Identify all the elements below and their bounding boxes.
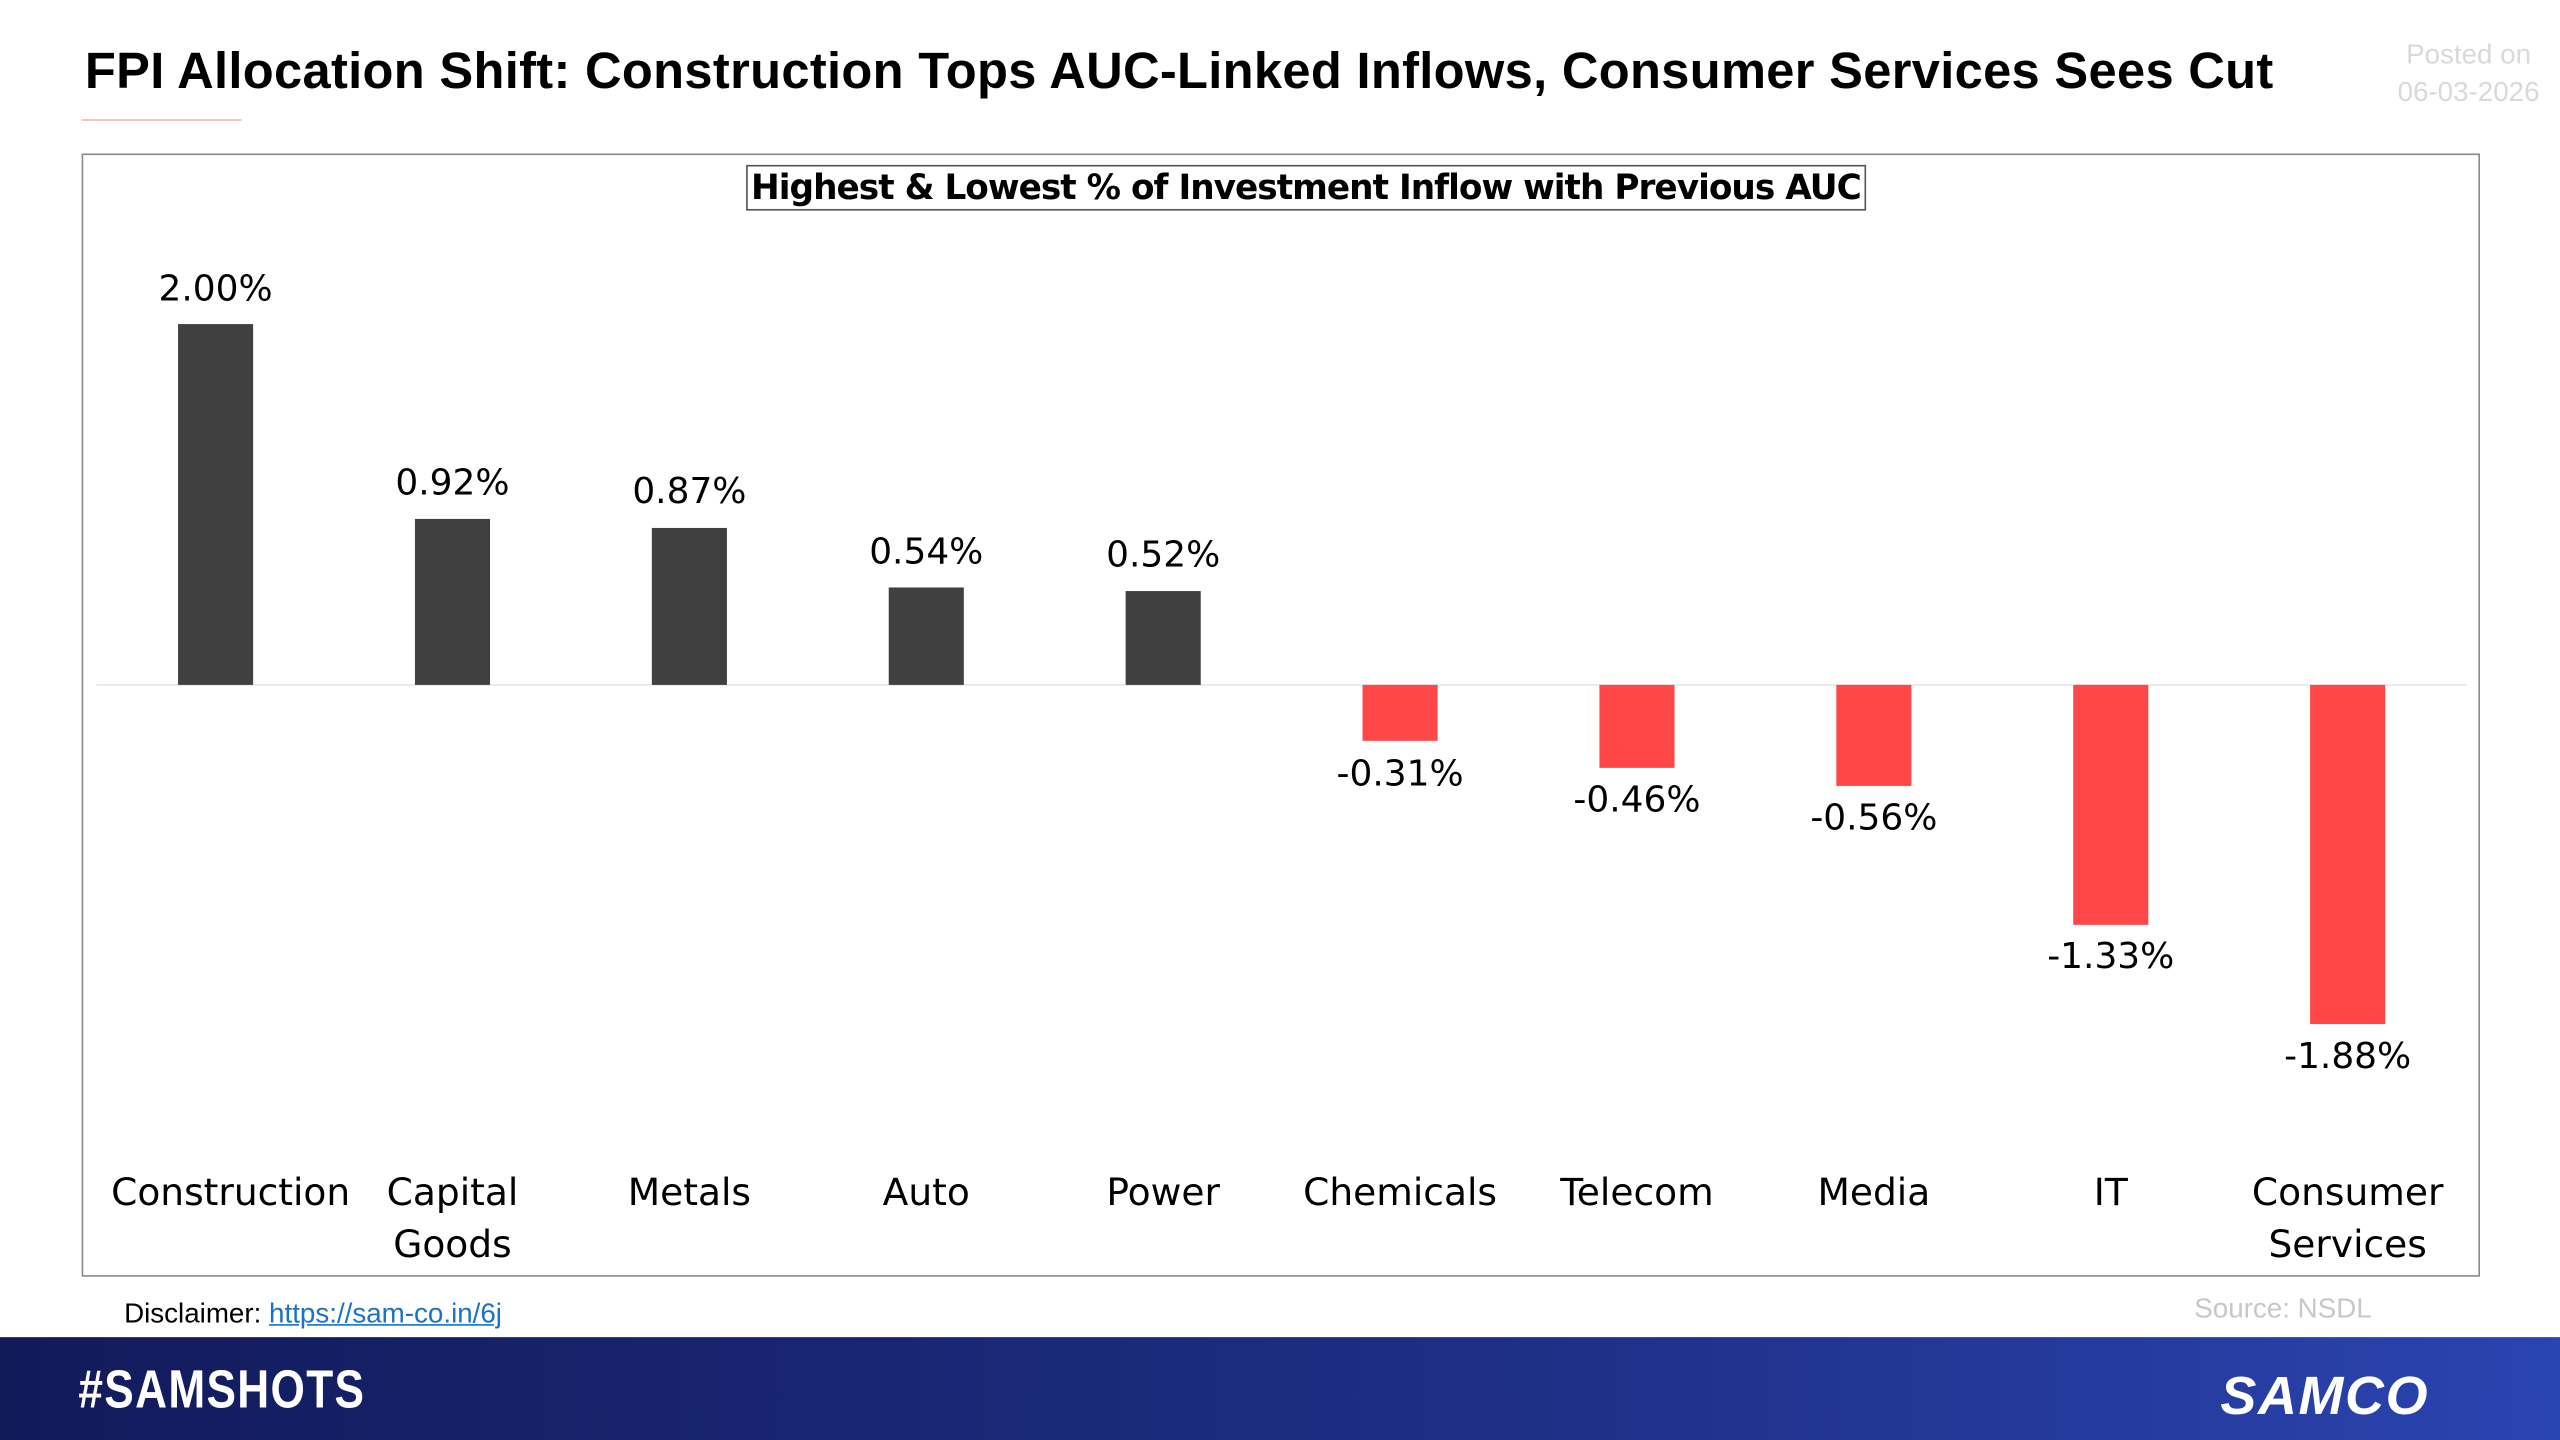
disclaimer-link[interactable]: https://sam-co.in/6j (269, 1297, 502, 1329)
source: Source: NSDL (2194, 1293, 2372, 1325)
x-tick-label: Chemicals (1303, 1172, 1497, 1215)
posted: Posted on 06-03-2026 (2387, 36, 2550, 111)
bar (2073, 684, 2149, 925)
x-tick-label: Metals (627, 1172, 751, 1215)
x-tick-label: Telecom (1560, 1172, 1714, 1215)
page-title: FPI Allocation Shift: Construction Tops … (84, 42, 2274, 100)
value-label: -0.31% (1336, 753, 1464, 795)
value-label: -1.33% (2047, 937, 2175, 979)
x-tick-label: IT (2093, 1172, 2128, 1215)
hashtag: #SAMSHOTS (78, 1358, 366, 1419)
value-label: -0.46% (1573, 780, 1701, 822)
x-tick-label: Construction (111, 1172, 351, 1215)
bar (1125, 591, 1201, 685)
x-tick-label: Auto (882, 1172, 970, 1215)
value-label: 0.52% (1106, 535, 1221, 577)
disclaimer-label: Disclaimer: (124, 1297, 262, 1329)
bar (1599, 684, 1675, 768)
chart-title: Highest & Lowest % of Investment Inflow … (746, 164, 1866, 211)
bar (1362, 684, 1438, 741)
disclaimer: Disclaimer: https://sam-co.in/6j (124, 1298, 502, 1331)
bar (651, 527, 727, 685)
posted-date: 06-03-2026 (2397, 76, 2540, 108)
value-label: 2.00% (158, 268, 273, 310)
value-label: -0.56% (1810, 798, 1938, 840)
bar (888, 587, 964, 685)
x-tick-label: Media (1817, 1172, 1931, 1215)
bar (414, 518, 491, 685)
footer-bar (0, 1337, 2560, 1440)
bar (178, 324, 254, 685)
value-label: 0.54% (869, 531, 984, 573)
bar (2310, 684, 2386, 1025)
x-tick-label: Consumer Services (2251, 1172, 2444, 1267)
chart-frame (81, 153, 2480, 1277)
brand-logo: SAMCO (2220, 1364, 2430, 1426)
value-label: 0.87% (632, 472, 747, 514)
value-label: 0.92% (395, 463, 510, 505)
value-label: -1.88% (2284, 1037, 2412, 1078)
title-rule (81, 119, 242, 121)
x-tick-label: Capital Goods (386, 1172, 519, 1267)
posted-label: Posted on (2406, 39, 2532, 71)
x-tick-label: Power (1106, 1172, 1220, 1215)
bar (1836, 684, 1912, 786)
